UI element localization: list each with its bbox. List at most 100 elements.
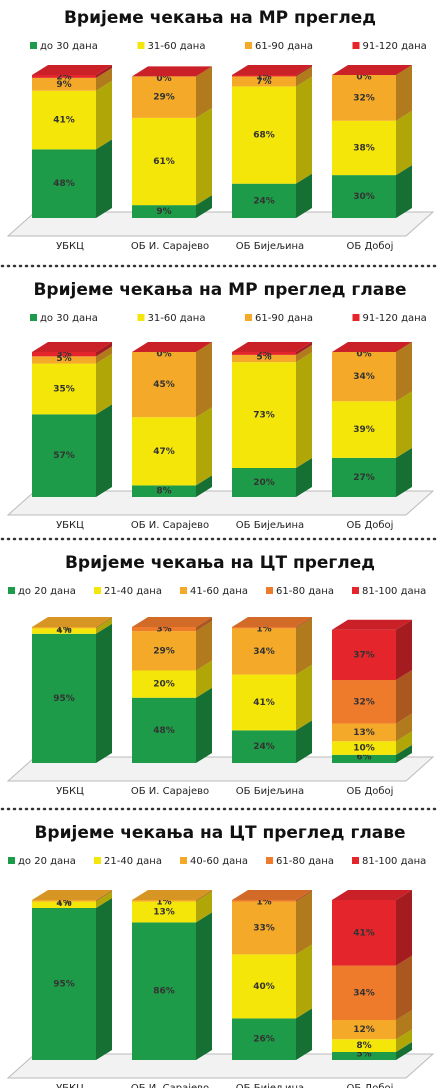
bar-side — [396, 1029, 412, 1052]
value-label: 9% — [56, 80, 71, 90]
bar-segment — [32, 75, 96, 78]
bar-side — [396, 165, 412, 218]
bar-segment — [232, 730, 296, 763]
bar-segment — [132, 417, 196, 486]
category-label: УБКЦ — [56, 786, 84, 797]
value-label: 24% — [253, 742, 275, 752]
bar-segment — [232, 76, 296, 87]
bar-side — [96, 890, 112, 902]
legend-label: до 20 дана — [18, 856, 76, 867]
value-label: 95% — [53, 980, 75, 990]
bar-side — [296, 458, 312, 497]
bar-side — [196, 342, 212, 418]
bar-side — [296, 66, 312, 87]
legend-label: 31-60 дана — [148, 313, 206, 324]
bar-segment — [232, 183, 296, 218]
bar-segment — [332, 1039, 396, 1052]
bar-side — [96, 342, 112, 357]
value-label: 3% — [56, 350, 71, 360]
legend-swatch — [30, 314, 37, 321]
legend-swatch — [94, 587, 101, 594]
bar-segment — [32, 356, 96, 364]
value-label: 1% — [256, 625, 271, 635]
bar-side — [196, 891, 212, 923]
bar-segment — [332, 723, 396, 742]
category-label: УБКЦ — [56, 241, 84, 252]
value-label: 37% — [353, 650, 375, 660]
legend-label: 81-100 дана — [362, 586, 426, 597]
value-label: 24% — [253, 196, 275, 206]
bar-segment — [32, 149, 96, 218]
bar-segment — [132, 352, 196, 418]
chart-title: Вријеме чекања на ЦТ преглед — [65, 553, 375, 573]
bar-segment — [32, 352, 96, 357]
bar-segment — [232, 1018, 296, 1060]
bar-side — [396, 1042, 412, 1060]
legend-swatch — [352, 314, 360, 321]
legend-swatch — [8, 857, 15, 864]
bar-side — [196, 407, 212, 486]
value-label: 47% — [153, 447, 175, 457]
bar-top — [132, 342, 212, 352]
bar-side — [96, 353, 112, 415]
value-label: 8% — [356, 1041, 371, 1051]
legend-label: 61-90 дана — [255, 313, 313, 324]
bar-segment — [232, 901, 296, 955]
category-label: ОБ Добој — [347, 519, 394, 531]
value-label: 0% — [156, 350, 171, 360]
value-label: 4% — [56, 626, 71, 636]
bar-side — [296, 890, 312, 902]
bar-top — [32, 617, 112, 627]
bar-segment — [232, 86, 296, 184]
bar-side — [396, 619, 412, 681]
chart-title: Вријеме чекања на МР преглед — [64, 8, 376, 28]
bar-side — [96, 618, 112, 634]
category-label: ОБ И. Сарајево — [131, 1082, 209, 1088]
legend-label: 21-40 дана — [104, 856, 162, 867]
value-label: 0% — [356, 73, 371, 83]
value-label: 33% — [253, 924, 275, 934]
bar-side — [296, 352, 312, 468]
legend-label: 91-120 дана — [363, 41, 427, 52]
category-label: ОБ Добој — [347, 785, 394, 797]
bar-side — [96, 65, 112, 78]
legend-label: до 30 дана — [40, 41, 98, 52]
bar-segment — [332, 741, 396, 755]
floor — [6, 490, 435, 516]
legend-swatch — [180, 587, 187, 594]
legend-swatch — [137, 314, 145, 321]
bar-segment — [132, 922, 196, 1060]
bar-segment — [232, 628, 296, 675]
value-label: 13% — [153, 908, 175, 918]
bar-side — [96, 404, 112, 497]
bar-top — [132, 617, 212, 627]
bar-segment — [232, 75, 296, 77]
bar-side — [196, 195, 212, 218]
bar-segment — [232, 900, 296, 902]
bar-side — [196, 66, 212, 118]
bar-side — [96, 891, 112, 908]
bar-side — [96, 80, 112, 150]
bar-side — [396, 713, 412, 742]
bar-top — [132, 890, 212, 900]
value-label: 57% — [53, 451, 75, 461]
bar-segment — [332, 900, 396, 966]
bar-segment — [32, 900, 96, 902]
value-label: 29% — [153, 93, 175, 103]
bar-side — [396, 342, 412, 402]
value-label: 7% — [256, 77, 271, 87]
bar-side — [396, 890, 412, 966]
legend-swatch — [266, 587, 273, 594]
value-label: 9% — [156, 207, 171, 217]
bar-side — [396, 391, 412, 458]
bar-side — [196, 660, 212, 698]
legend-label: 41-60 дана — [190, 586, 248, 597]
legend-swatch — [8, 587, 15, 594]
category-label: ОБ И. Сарајево — [131, 519, 209, 531]
bar-top — [232, 342, 312, 352]
bar-segment — [132, 901, 196, 923]
floor — [6, 1053, 435, 1079]
bar-segment — [132, 117, 196, 206]
bar-segment — [332, 401, 396, 458]
value-label: 68% — [253, 131, 275, 141]
